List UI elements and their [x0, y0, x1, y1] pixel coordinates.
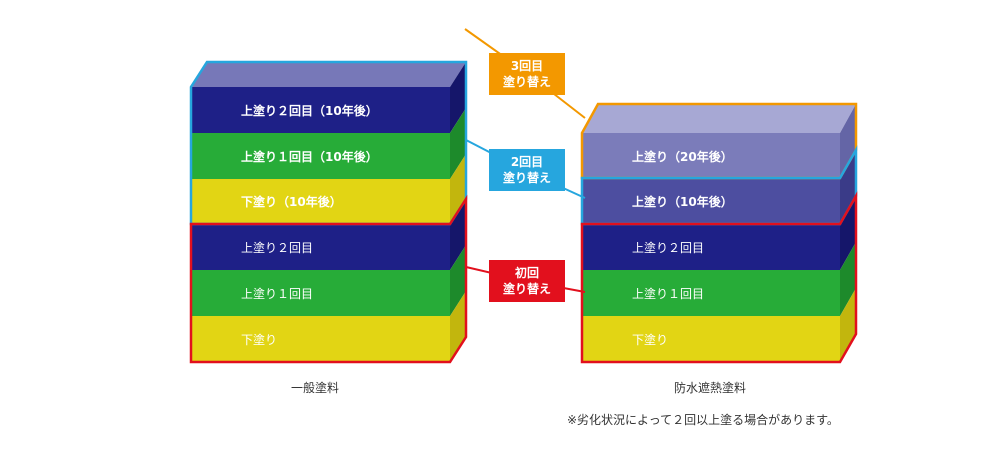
right-layer-4-side — [840, 242, 856, 316]
right-layer-2-side — [840, 150, 856, 224]
left-layer-2-label: 上塗り１回目（10年後） — [241, 149, 378, 164]
tag-second-line2: 塗り替え — [503, 170, 551, 185]
right-stack: 上塗り（20年後） 上塗り（10年後） 上塗り２回目 上塗り１回目 下塗り 防水… — [580, 102, 858, 395]
left-layer-3 — [191, 179, 450, 224]
left-layer-5-side — [450, 245, 466, 316]
left-layer-4 — [191, 224, 450, 270]
left-layer-6 — [191, 316, 450, 362]
left-stack-top-face — [191, 62, 466, 87]
left-layer-5-label: 上塗り１回目 — [241, 286, 313, 301]
right-layer-5 — [582, 316, 840, 362]
right-layer-2 — [582, 178, 840, 224]
left-layer-4-side — [450, 199, 466, 270]
tag-third-line2: 塗り替え — [503, 74, 551, 89]
right-layer-5-label: 下塗り — [632, 332, 668, 347]
tag-third-line1: 3回目 — [511, 59, 543, 73]
right-layer-3-label: 上塗り２回目 — [632, 240, 704, 255]
right-layer-1-label: 上塗り（20年後） — [632, 149, 733, 164]
left-layer-4-label: 上塗り２回目 — [241, 240, 313, 255]
left-layer-3-label: 下塗り（10年後） — [241, 194, 342, 209]
right-red-outline — [580, 191, 858, 364]
right-layer-4 — [582, 270, 840, 316]
left-layer-1 — [191, 87, 450, 133]
right-layer-3-side — [840, 196, 856, 270]
left-red-outline — [189, 194, 468, 364]
left-layer-5 — [191, 270, 450, 316]
left-layer-1-side — [450, 62, 466, 133]
right-stack-top-face — [582, 104, 856, 133]
right-layer-3 — [582, 224, 840, 270]
tag-first-repaint: 初回 塗り替え — [489, 260, 565, 302]
left-stack: 上塗り２回目（10年後） 上塗り１回目（10年後） 下塗り（10年後） 上塗り２… — [189, 60, 468, 395]
right-layer-1 — [582, 133, 840, 178]
tag-first-line2: 塗り替え — [503, 281, 551, 296]
tag-second-line1: 2回目 — [511, 155, 543, 169]
right-layer-4-label: 上塗り１回目 — [632, 286, 704, 301]
left-stack-caption: 一般塗料 — [291, 380, 339, 395]
left-layer-6-label: 下塗り — [241, 332, 277, 347]
left-layer-2-side — [450, 108, 466, 179]
left-layer-3-side — [450, 154, 466, 224]
right-layer-5-side — [840, 288, 856, 362]
tag-second-repaint: 2回目 塗り替え — [489, 149, 565, 191]
right-layer-2-label: 上塗り（10年後） — [632, 194, 733, 209]
right-stack-caption: 防水遮熱塗料 — [674, 380, 746, 395]
left-layer-6-side — [450, 291, 466, 362]
left-layer-2 — [191, 133, 450, 179]
footnote: ※劣化状況によって２回以上塗る場合があります。 — [567, 412, 839, 427]
tag-first-line1: 初回 — [515, 265, 539, 280]
left-layer-1-label: 上塗り２回目（10年後） — [241, 103, 378, 118]
tag-third-repaint: 3回目 塗り替え — [489, 53, 565, 95]
right-layer-1-side — [840, 104, 856, 178]
